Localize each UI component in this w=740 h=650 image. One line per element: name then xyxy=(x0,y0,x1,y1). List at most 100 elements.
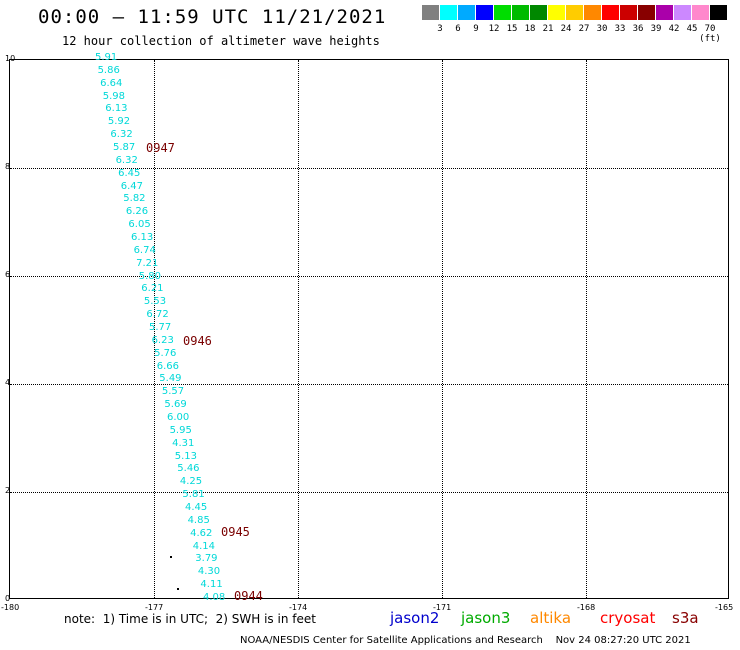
lat-tick-label: 0 xyxy=(5,594,11,603)
swh-value: 5.46 xyxy=(177,463,200,475)
legend-label: 12 xyxy=(488,24,500,34)
legend-label: 33 xyxy=(614,24,626,34)
swh-value: 4.45 xyxy=(185,502,208,513)
swh-value: 4.14 xyxy=(192,540,215,552)
legend-swatch xyxy=(692,5,709,20)
legend-label: 45 xyxy=(686,24,698,34)
swh-value: 6.66 xyxy=(156,360,179,372)
swh-value: 5.53 xyxy=(143,296,167,308)
map-frame xyxy=(9,59,729,599)
swh-value: 6.32 xyxy=(115,154,138,166)
legend-swatch xyxy=(530,5,547,20)
legend-swatch xyxy=(674,5,691,20)
footer-note: note: 1) Time is in UTC; 2) SWH is in fe… xyxy=(64,612,316,626)
swh-value: 5.87 xyxy=(113,142,136,153)
lat-tick-label: 4 xyxy=(5,378,11,387)
swh-value: 5.82 xyxy=(123,193,146,205)
legend-swatch xyxy=(548,5,565,20)
swh-value: 4.85 xyxy=(187,514,210,526)
time-label: 0947 xyxy=(146,141,175,155)
legend-label: 9 xyxy=(473,24,479,34)
legend-label: 70 (ft) xyxy=(699,24,721,44)
legend-swatch xyxy=(584,5,601,20)
legend-swatch xyxy=(656,5,673,20)
legend-swatch xyxy=(710,5,727,20)
legend-swatch xyxy=(512,5,529,20)
legend-swatch xyxy=(476,5,493,20)
legend-label: 24 xyxy=(560,24,572,34)
satellite-jason2: jason2 xyxy=(390,609,440,627)
swh-value: 4.31 xyxy=(172,437,195,449)
swh-value: 6.26 xyxy=(125,206,149,218)
swh-value: 6.05 xyxy=(128,219,151,231)
legend-label: 42 xyxy=(668,24,680,34)
swh-value: 6.64 xyxy=(100,77,123,89)
legend-label: 27 xyxy=(578,24,590,34)
gridline-lat xyxy=(10,276,728,277)
lon-tick-label: -168 xyxy=(577,603,596,612)
gridline-lon xyxy=(298,60,299,598)
swh-value: 5.91 xyxy=(95,52,118,63)
legend-label: 6 xyxy=(455,24,461,34)
legend-swatch xyxy=(638,5,655,20)
legend-swatch xyxy=(620,5,637,20)
legend-swatch xyxy=(602,5,619,20)
swh-value: 6.23 xyxy=(151,334,174,346)
swh-value: 7.21 xyxy=(136,257,159,269)
swh-value: 6.32 xyxy=(110,129,133,141)
swh-value: 4.30 xyxy=(197,566,221,578)
gridline-lon xyxy=(586,60,587,598)
swh-value: 5.69 xyxy=(164,399,187,411)
swh-value: 5.98 xyxy=(102,90,125,102)
track-dot xyxy=(170,556,172,558)
time-label: 0945 xyxy=(221,525,250,539)
swh-value: 3.79 xyxy=(195,553,218,565)
legend-label: 15 xyxy=(506,24,518,34)
swh-value: 5.86 xyxy=(97,64,120,76)
swh-value: 6.00 xyxy=(167,412,190,423)
satellite-jason3: jason3 xyxy=(461,609,511,627)
legend-label: 21 xyxy=(542,24,554,34)
swh-value: 6.13 xyxy=(131,232,154,243)
swh-value: 4.11 xyxy=(200,579,223,591)
map-title: 00:00 – 11:59 UTC 11/21/2021 xyxy=(38,6,387,28)
legend-swatch xyxy=(440,5,457,20)
swh-value: 5.81 xyxy=(182,489,205,501)
lat-tick-label: 6 xyxy=(5,270,11,279)
legend-label: 39 xyxy=(650,24,662,34)
lat-tick-label: 8 xyxy=(5,162,11,171)
swh-value: 6.21 xyxy=(141,283,164,295)
gridline-lat xyxy=(10,492,728,493)
swh-value: 6.45 xyxy=(118,167,141,179)
swh-value: 6.13 xyxy=(105,103,128,115)
gridline-lat xyxy=(10,168,728,169)
satellite-s3a: s3a xyxy=(672,609,699,627)
lon-tick-label: -180 xyxy=(1,603,20,612)
swh-value: 5.92 xyxy=(107,116,131,128)
swh-value: 5.80 xyxy=(138,270,161,282)
swh-value: 5.76 xyxy=(154,347,177,359)
time-label: 0946 xyxy=(183,334,212,348)
legend-swatch xyxy=(494,5,511,20)
map-subtitle: 12 hour collection of altimeter wave hei… xyxy=(62,34,380,48)
swh-value: 5.77 xyxy=(149,322,172,333)
swh-value: 6.47 xyxy=(120,180,143,192)
lon-tick-label: -174 xyxy=(289,603,308,612)
satellite-cryosat: cryosat xyxy=(600,609,656,627)
gridline-lat xyxy=(10,384,728,385)
lon-tick-label: -165 xyxy=(715,603,734,612)
credit-line: NOAA/NESDIS Center for Satellite Applica… xyxy=(240,635,691,646)
lat-tick-label: 2 xyxy=(5,486,11,495)
legend-swatch xyxy=(566,5,583,20)
legend-label: 36 xyxy=(632,24,644,34)
legend-label: 18 xyxy=(524,24,536,34)
swh-value: 4.25 xyxy=(179,476,203,488)
swh-value: 5.57 xyxy=(161,386,185,398)
swh-value: 5.49 xyxy=(159,373,182,385)
legend-label: 30 xyxy=(596,24,608,34)
gridline-lon xyxy=(442,60,443,598)
lat-tick-label: 10 xyxy=(5,54,16,63)
legend-swatch xyxy=(458,5,475,20)
swh-value: 4.62 xyxy=(190,527,213,539)
time-label: 0944 xyxy=(234,589,263,603)
